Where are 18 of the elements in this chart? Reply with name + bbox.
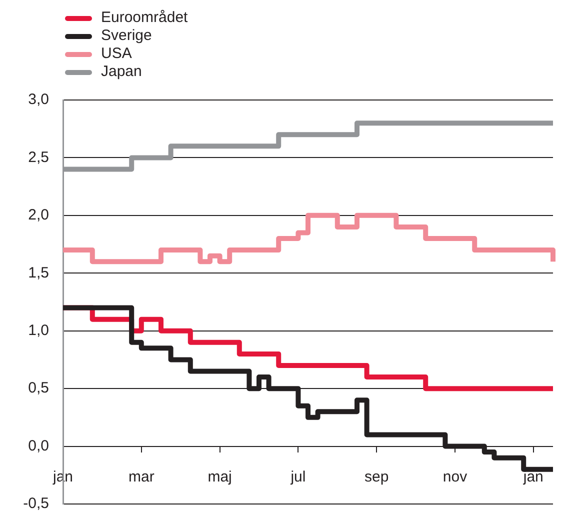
y-tick-label: 2,5: [28, 148, 49, 166]
legend-label: Euroområdet: [101, 9, 188, 27]
legend-label: Sverige: [101, 27, 152, 45]
y-tick-label: 2,0: [28, 206, 49, 224]
legend-label: USA: [101, 45, 132, 63]
x-tick-label: jul: [290, 468, 306, 486]
x-tick-label: maj: [208, 468, 232, 486]
x-tick-label: sep: [364, 468, 389, 486]
x-tick-label: mar: [128, 468, 154, 486]
x-tick-label: jan: [522, 468, 544, 486]
y-tick-label: 1,0: [28, 322, 49, 339]
y-tick-label: 0,0: [28, 437, 49, 454]
y-tick-label: 0,5: [28, 380, 49, 397]
x-tick-label: nov: [442, 468, 468, 486]
y-tick-label: 3,0: [28, 91, 49, 108]
y-tick-label: -0,5: [23, 495, 49, 512]
legend-label: Japan: [101, 63, 142, 81]
y-tick-label: 1,5: [28, 264, 49, 282]
